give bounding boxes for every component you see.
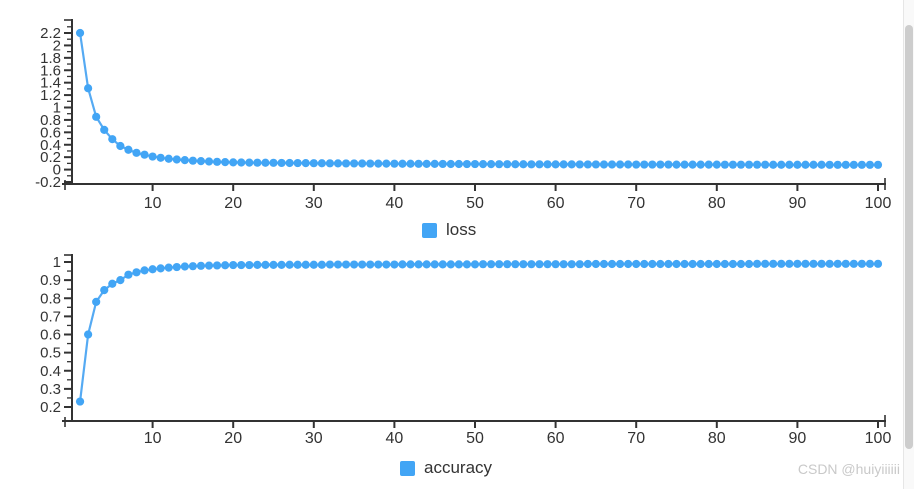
svg-text:-0.2: -0.2	[35, 174, 61, 191]
svg-text:2.2: 2.2	[40, 25, 61, 42]
svg-text:70: 70	[627, 430, 645, 447]
svg-text:1.2: 1.2	[40, 87, 61, 104]
svg-text:60: 60	[547, 430, 565, 447]
svg-text:0.4: 0.4	[40, 137, 61, 154]
svg-text:80: 80	[708, 195, 726, 212]
svg-text:2: 2	[53, 37, 61, 54]
svg-text:30: 30	[305, 430, 323, 447]
svg-text:1.6: 1.6	[40, 62, 61, 79]
svg-text:0.3: 0.3	[40, 381, 61, 398]
svg-text:0.5: 0.5	[40, 345, 61, 362]
svg-text:1: 1	[53, 100, 61, 117]
svg-text:50: 50	[466, 195, 484, 212]
svg-text:0.7: 0.7	[40, 308, 61, 325]
svg-text:1.4: 1.4	[40, 75, 61, 92]
legend-accuracy[interactable]: accuracy	[400, 458, 492, 478]
svg-text:90: 90	[789, 195, 807, 212]
svg-text:0.2: 0.2	[40, 399, 61, 416]
svg-text:40: 40	[386, 195, 404, 212]
csdn-watermark: CSDN @huiyiiiiii	[797, 461, 900, 477]
svg-text:30: 30	[305, 195, 323, 212]
accuracy-legend-label: accuracy	[424, 458, 493, 477]
accuracy-legend-swatch-icon	[400, 460, 415, 476]
legend-loss[interactable]: loss	[422, 220, 476, 240]
svg-text:0.9: 0.9	[40, 272, 61, 289]
accuracy-chart: 10.90.80.7 0.60.50.40.30.2 10 20 30 40 50 60 70 8…	[40, 254, 891, 447]
svg-text:70: 70	[627, 195, 645, 212]
vertical-scrollbar-thumb[interactable]	[905, 25, 913, 449]
svg-text:40: 40	[386, 430, 404, 447]
svg-text:20: 20	[224, 195, 242, 212]
svg-text:0.4: 0.4	[40, 363, 61, 380]
loss-legend-label: loss	[446, 220, 477, 239]
svg-text:0.6: 0.6	[40, 124, 61, 141]
svg-text:90: 90	[789, 430, 807, 447]
vertical-scrollbar-track[interactable]	[903, 0, 914, 489]
svg-text:60: 60	[547, 195, 565, 212]
svg-text:1.8: 1.8	[40, 50, 61, 67]
svg-text:0.2: 0.2	[40, 149, 61, 166]
loss-legend-swatch-icon	[422, 222, 437, 238]
svg-text:10: 10	[144, 430, 162, 447]
svg-text:100: 100	[865, 430, 892, 447]
svg-text:0: 0	[53, 162, 61, 179]
loss-chart: 2.221.81.61.41.210.80.60.40.20-0.2 10 20 30…	[35, 19, 891, 212]
svg-text:50: 50	[466, 430, 484, 447]
svg-text:0.8: 0.8	[40, 112, 61, 129]
svg-text:1: 1	[53, 254, 61, 271]
svg-text:0.6: 0.6	[40, 327, 61, 344]
svg-text:80: 80	[708, 430, 726, 447]
svg-text:100: 100	[865, 195, 892, 212]
svg-text:10: 10	[144, 195, 162, 212]
svg-text:0.8: 0.8	[40, 290, 61, 307]
svg-text:20: 20	[224, 430, 242, 447]
